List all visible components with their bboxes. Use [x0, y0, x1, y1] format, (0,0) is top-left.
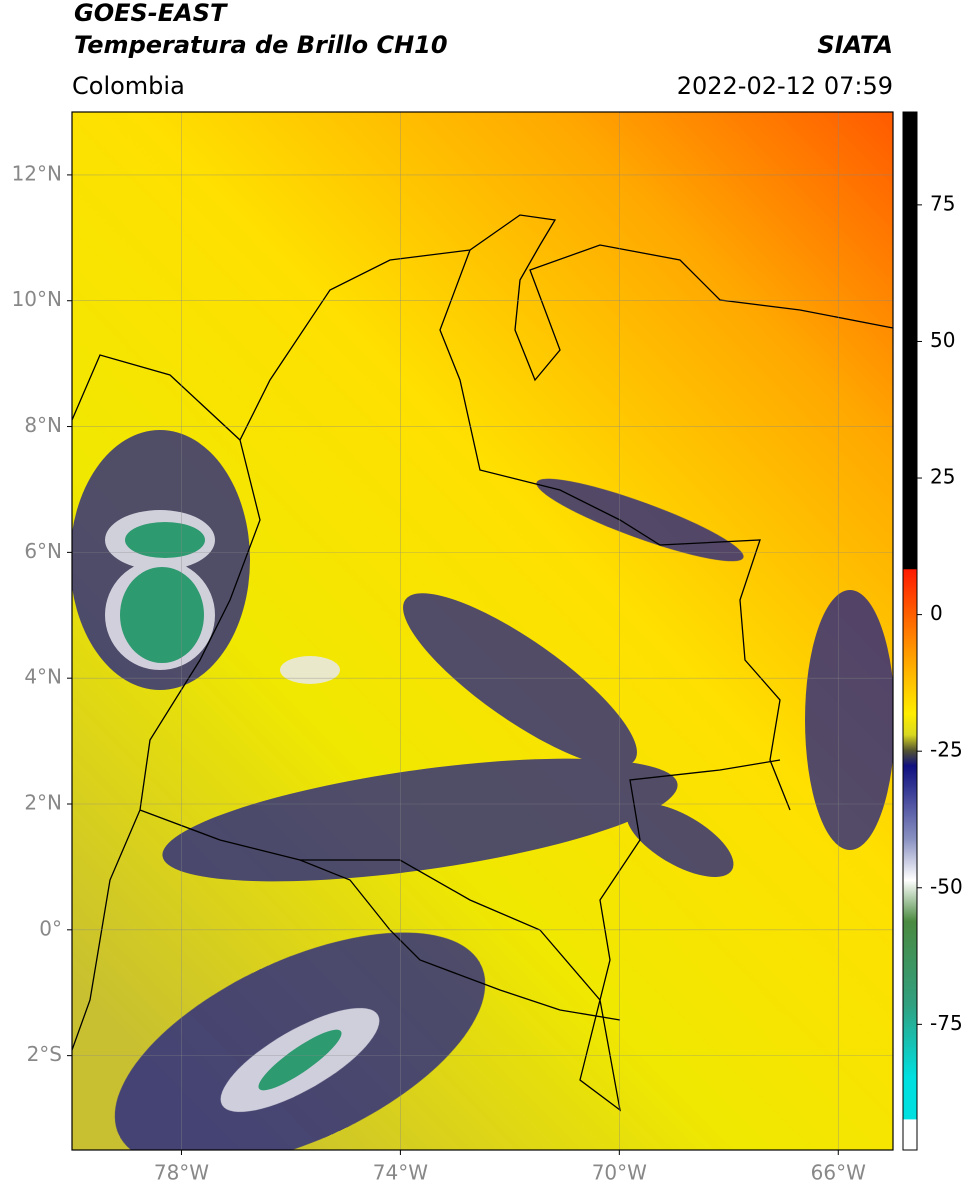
colorbar-tick-label: -50 [930, 874, 963, 898]
grid [72, 112, 893, 1150]
y-tick-label: 2°N [24, 791, 62, 815]
satellite: GOES-EAST [74, 0, 228, 27]
y-tick-label: 8°N [24, 413, 62, 437]
y-tick-label: 12°N [12, 161, 62, 185]
colorbar [902, 111, 918, 1151]
colorbar-tick-label: 0 [930, 601, 943, 625]
source: SIATA [817, 31, 893, 59]
x-tick-label: 70°W [592, 1161, 647, 1185]
y-tick-label: 4°N [24, 665, 62, 689]
map-frame [71, 111, 894, 1151]
region: Colombia [72, 72, 185, 100]
y-tick-label: 10°N [12, 287, 62, 311]
colorbar-tick-label: -25 [930, 738, 963, 762]
y-tick-label: 2°S [27, 1042, 62, 1066]
x-tick-label: 78°W [154, 1161, 209, 1185]
y-tick-label: 6°N [24, 539, 62, 563]
product: Temperatura de Brillo CH10 [74, 31, 448, 59]
datetime: 2022-02-12 07:59 [677, 72, 893, 100]
y-tick-label: 0° [39, 916, 62, 940]
colorbar-tick-label: 50 [930, 328, 955, 352]
x-tick-label: 74°W [373, 1161, 428, 1185]
satellite-image [72, 112, 893, 1150]
colorbar-tick-label: 75 [930, 191, 955, 215]
colorbar-tick-label: 25 [930, 465, 955, 489]
colorbar-tick-label: -75 [930, 1011, 963, 1035]
x-tick-label: 66°W [811, 1161, 866, 1185]
